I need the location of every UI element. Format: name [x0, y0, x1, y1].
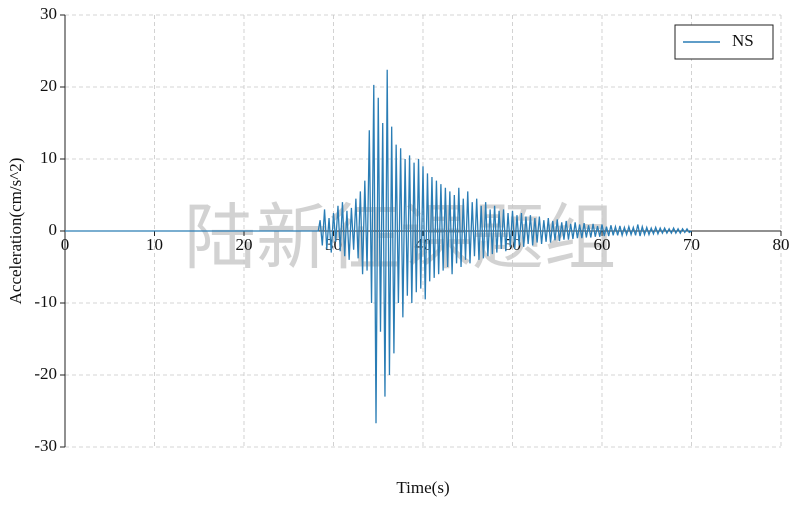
x-tick-label: 30: [325, 235, 342, 254]
y-tick-label: -20: [34, 364, 57, 383]
x-tick-label: 80: [773, 235, 790, 254]
x-tick-label: 50: [504, 235, 521, 254]
x-tick-label: 0: [61, 235, 70, 254]
y-axis-label: Acceleration(cm/s^2): [6, 158, 25, 305]
legend-label: NS: [732, 31, 754, 50]
x-tick-label: 20: [236, 235, 253, 254]
y-tick-label: 10: [40, 148, 57, 167]
x-tick-label: 70: [683, 235, 700, 254]
y-tick-label: -10: [34, 292, 57, 311]
y-tick-label: 0: [49, 220, 58, 239]
data-line: [65, 69, 692, 424]
y-tick-label: -30: [34, 436, 57, 455]
x-tick-label: 40: [415, 235, 432, 254]
x-tick-label: 10: [146, 235, 163, 254]
x-tick-label: 60: [594, 235, 611, 254]
y-tick-label: 20: [40, 76, 57, 95]
y-tick-label: 30: [40, 4, 57, 23]
x-axis-label: Time(s): [396, 478, 449, 497]
